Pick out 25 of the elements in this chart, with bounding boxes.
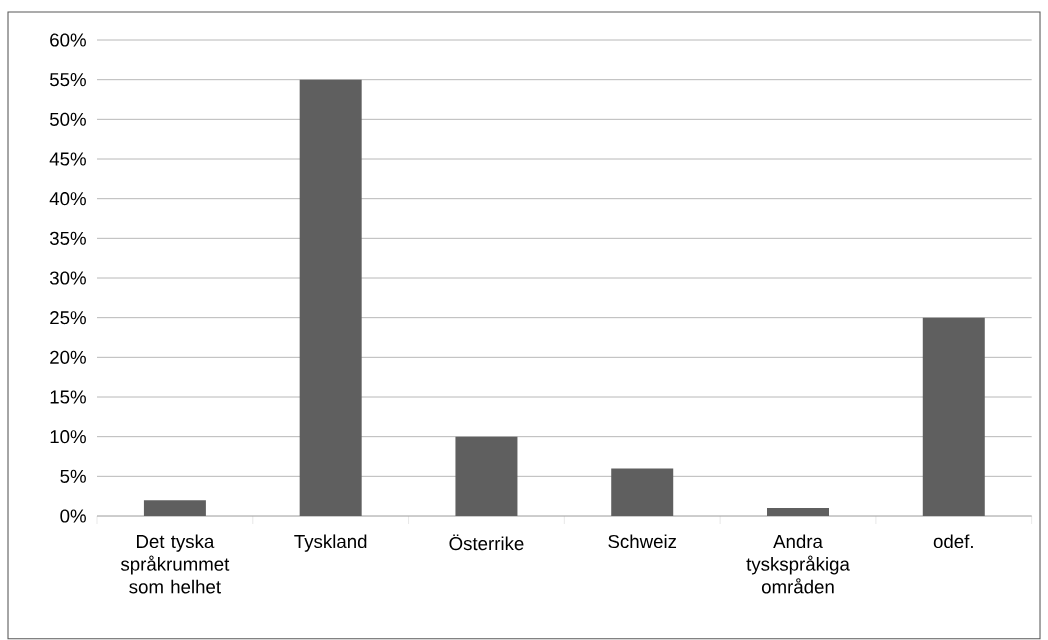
y-tick-label: 35% [49, 231, 86, 245]
y-tick-label: 0% [60, 509, 86, 523]
bar [922, 317, 985, 516]
x-tick-label: Andra tyskspråkiga områden [746, 534, 850, 594]
x-tick-label: Tyskland [294, 534, 367, 552]
bar [455, 436, 518, 516]
y-tick-label: 40% [49, 192, 86, 206]
y-tick-label: 25% [50, 311, 86, 325]
bar [767, 508, 829, 516]
y-tick-label: 45% [49, 152, 86, 166]
bar [143, 500, 206, 516]
y-tick-label: 20% [50, 350, 86, 364]
y-tick-label: 10% [50, 430, 86, 444]
x-tick-label: odef. [933, 534, 973, 549]
y-tick-label: 55% [50, 73, 86, 87]
x-tick-label: Det tyska språkrummet som helhet [120, 534, 230, 594]
y-tick-label: 15% [50, 390, 86, 404]
y-tick-label: 5% [60, 469, 86, 483]
y-tick-label: 50% [50, 112, 86, 126]
bar [299, 79, 362, 516]
y-tick-label: 60% [50, 33, 86, 47]
y-tick-label: 30% [49, 271, 86, 285]
bar [611, 468, 674, 516]
x-tick-label: Schweiz [608, 534, 677, 549]
x-tick-label: Österrike [449, 534, 524, 551]
